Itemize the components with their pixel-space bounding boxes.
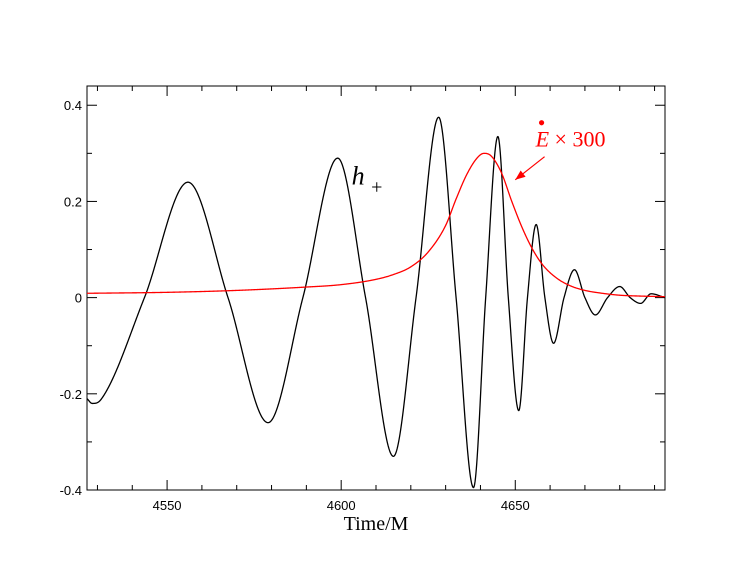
x-axis-label: Time/M [344, 513, 409, 535]
x-tick-label: 4650 [501, 498, 530, 513]
h-plus-subscript: + [371, 177, 382, 199]
y-tick-label: 0.4 [64, 98, 82, 113]
h-plus-annotation: h + [352, 162, 383, 199]
x-tick-label: 4550 [153, 498, 182, 513]
x-tick-label: 4600 [327, 498, 356, 513]
e-dot-annotation: E × 300 [535, 127, 606, 152]
h-plus-main: h [352, 162, 365, 191]
y-tick-label: -0.4 [60, 483, 82, 498]
y-tick-label: 0.2 [64, 194, 82, 209]
y-tick-label: -0.2 [60, 387, 82, 402]
h-plus-series-line [87, 116, 665, 489]
ticks-layer [87, 86, 665, 491]
tick-labels-layer: 4550 4600 4650 -0.4 -0.2 0 0.2 0.4 [60, 98, 530, 513]
e-dot-series-line [87, 152, 665, 298]
e-dot-factor: × 300 [555, 127, 606, 152]
series-layer [87, 116, 665, 489]
e-dot-mark [538, 120, 545, 126]
annotation-layer: h + E × 300 [352, 120, 606, 199]
y-tick-label: 0 [75, 291, 82, 306]
e-dot-arrow-head [515, 170, 526, 180]
e-dot-main: E [535, 127, 550, 152]
